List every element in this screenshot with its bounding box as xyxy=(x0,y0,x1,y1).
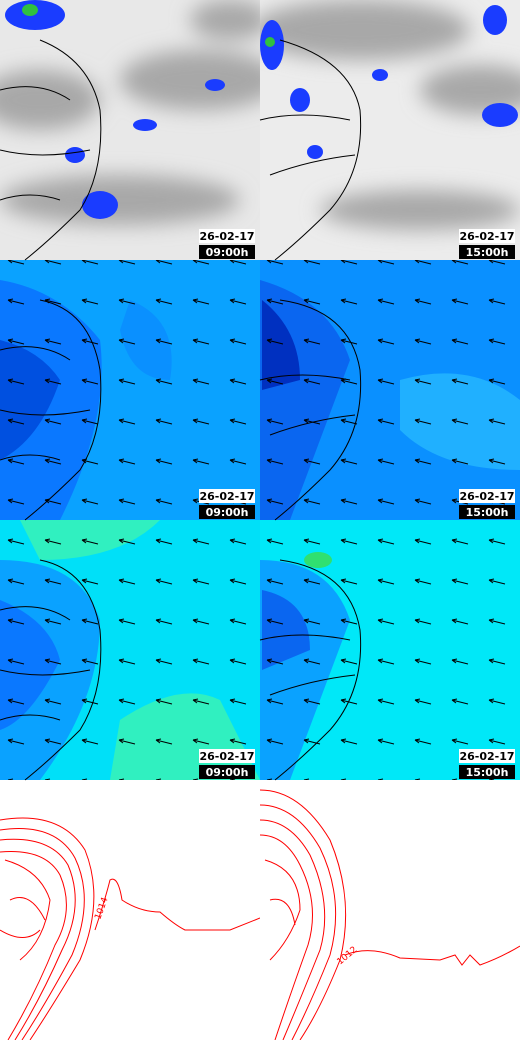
panel-date: 26-02-17 xyxy=(459,750,514,763)
time-box xyxy=(459,765,515,779)
contour-label: 1012 xyxy=(336,945,360,967)
time-box xyxy=(459,505,515,519)
panel-date: 26-02-17 xyxy=(199,490,254,503)
wind-panel xyxy=(260,520,520,780)
contour-panel xyxy=(0,817,260,1040)
panel-time: 09:00h xyxy=(206,246,249,259)
wind-panel xyxy=(0,520,260,780)
date-box xyxy=(459,489,515,503)
panel-date: 26-02-17 xyxy=(199,750,254,763)
coastline xyxy=(0,39,362,781)
date-box xyxy=(459,749,515,763)
panel-time: 15:00h xyxy=(466,506,509,519)
time-box xyxy=(459,245,515,259)
timestamps: 26-02-17 09:00h 26-02-17 15:00h 26-02-17 09:0… xyxy=(199,229,515,779)
time-box xyxy=(199,505,255,519)
panel-date: 26-02-17 xyxy=(199,230,254,243)
cloud-panel xyxy=(0,0,260,260)
contour-panel xyxy=(260,789,520,1040)
wind-panel xyxy=(260,260,520,520)
date-box xyxy=(199,749,255,763)
panel-date: 26-02-17 xyxy=(459,230,514,243)
panel-time: 09:00h xyxy=(206,766,249,779)
time-box xyxy=(199,245,255,259)
date-box xyxy=(199,489,255,503)
panel-time: 15:00h xyxy=(466,246,509,259)
date-box xyxy=(199,229,255,243)
wind-panel xyxy=(0,260,260,520)
cloud-panel xyxy=(260,0,520,260)
contour-label: 1014 xyxy=(93,896,110,921)
time-box xyxy=(199,765,255,779)
panel-date: 26-02-17 xyxy=(459,490,514,503)
panel-time: 15:00h xyxy=(466,766,509,779)
panel-time: 09:00h xyxy=(206,506,249,519)
date-box xyxy=(459,229,515,243)
